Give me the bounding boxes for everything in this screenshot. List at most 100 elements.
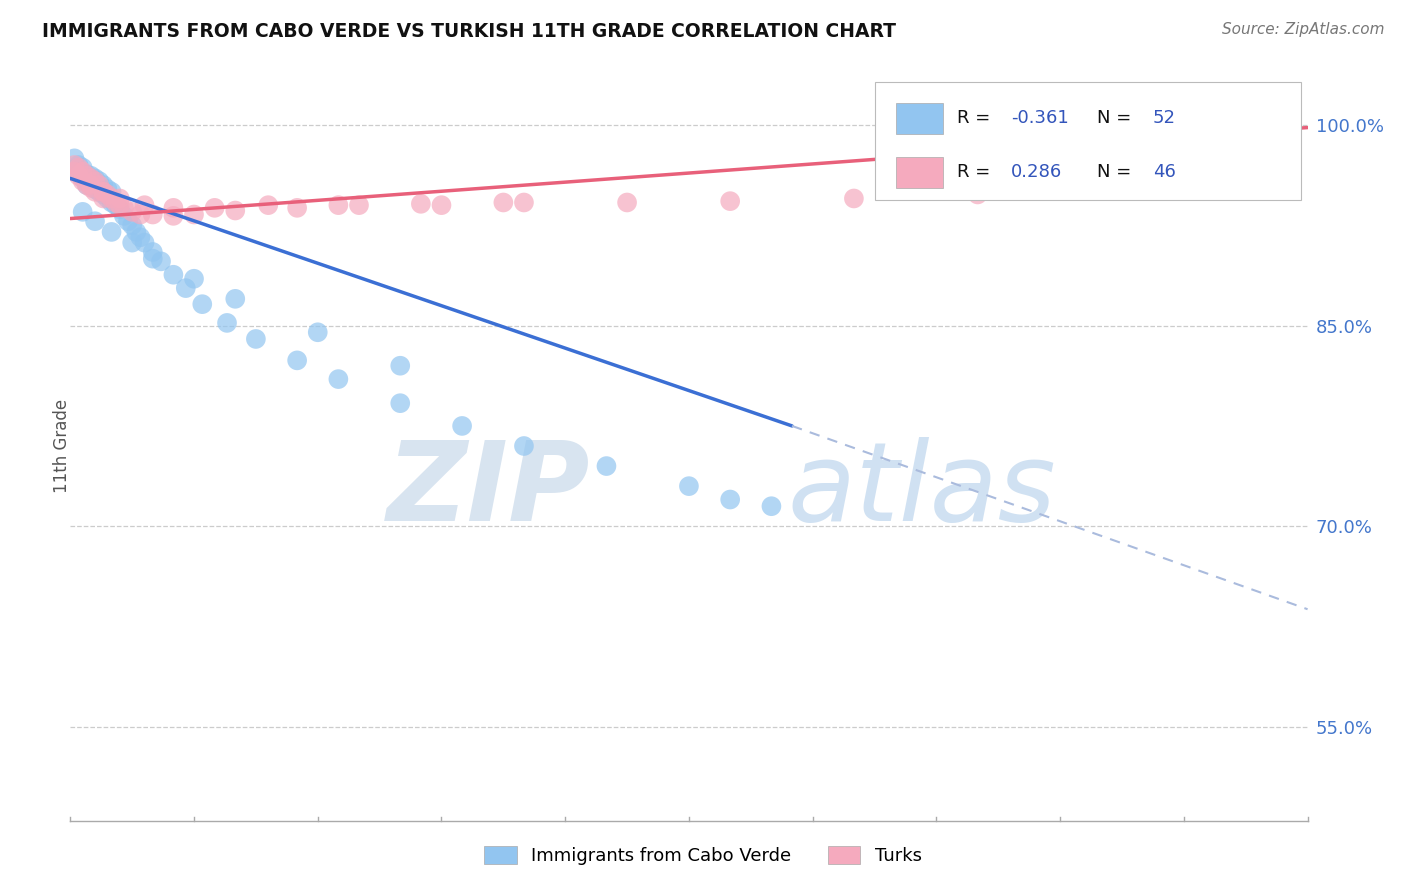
- Point: [100, 195, 122, 210]
- Point: [183, 271, 205, 285]
- Point: [285, 201, 308, 215]
- Point: [84, 182, 107, 196]
- Point: [76, 178, 98, 193]
- Point: [96, 182, 118, 196]
- Point: [63, 164, 86, 178]
- Text: R =: R =: [957, 109, 997, 127]
- Point: [80, 178, 103, 193]
- Point: [80, 181, 103, 195]
- Point: [72, 161, 94, 175]
- Point: [174, 281, 197, 295]
- Point: [1256, 118, 1278, 132]
- Point: [328, 372, 350, 386]
- Point: [125, 225, 148, 239]
- Point: [328, 198, 350, 212]
- Point: [183, 208, 205, 222]
- Point: [162, 201, 184, 215]
- Point: [616, 195, 638, 210]
- Point: [224, 292, 246, 306]
- Point: [96, 187, 118, 202]
- Point: [96, 192, 118, 206]
- Point: [112, 209, 135, 223]
- Point: [72, 174, 94, 188]
- Point: [91, 185, 114, 199]
- Point: [129, 208, 152, 222]
- Point: [80, 171, 103, 186]
- Y-axis label: 11th Grade: 11th Grade: [53, 399, 70, 493]
- Text: ZIP: ZIP: [387, 437, 591, 544]
- Text: atlas: atlas: [787, 437, 1056, 544]
- Text: 46: 46: [1153, 162, 1175, 181]
- Point: [89, 178, 111, 193]
- Point: [134, 198, 156, 212]
- Point: [76, 169, 98, 183]
- Point: [191, 297, 214, 311]
- Point: [80, 174, 103, 188]
- Point: [347, 198, 370, 212]
- Point: [678, 479, 700, 493]
- Point: [966, 187, 988, 202]
- Point: [595, 459, 617, 474]
- Point: [492, 195, 515, 210]
- Point: [100, 225, 122, 239]
- Point: [150, 254, 173, 268]
- Point: [67, 158, 90, 172]
- FancyBboxPatch shape: [896, 103, 942, 135]
- Point: [129, 230, 152, 244]
- Point: [389, 359, 412, 373]
- Point: [142, 252, 165, 266]
- Point: [89, 174, 111, 188]
- Point: [134, 235, 156, 250]
- Point: [72, 164, 94, 178]
- Point: [121, 205, 143, 219]
- Point: [245, 332, 267, 346]
- Point: [67, 161, 90, 175]
- Text: 0.286: 0.286: [1011, 162, 1062, 181]
- Point: [63, 152, 86, 166]
- Point: [100, 192, 122, 206]
- Point: [215, 316, 238, 330]
- Point: [84, 214, 107, 228]
- Point: [285, 353, 308, 368]
- Text: IMMIGRANTS FROM CABO VERDE VS TURKISH 11TH GRADE CORRELATION CHART: IMMIGRANTS FROM CABO VERDE VS TURKISH 11…: [42, 22, 896, 41]
- Point: [84, 174, 107, 188]
- Point: [162, 209, 184, 223]
- Point: [91, 178, 114, 193]
- Point: [409, 197, 432, 211]
- Point: [84, 171, 107, 186]
- Point: [513, 195, 536, 210]
- Point: [142, 244, 165, 259]
- Point: [121, 235, 143, 250]
- Point: [76, 178, 98, 193]
- Point: [121, 219, 143, 233]
- Point: [257, 198, 280, 212]
- Point: [100, 185, 122, 199]
- Point: [72, 205, 94, 219]
- Legend: Immigrants from Cabo Verde, Turks: Immigrants from Cabo Verde, Turks: [477, 838, 929, 872]
- Point: [91, 192, 114, 206]
- Point: [91, 185, 114, 199]
- Point: [451, 419, 474, 434]
- Point: [76, 168, 98, 182]
- Text: R =: R =: [957, 162, 997, 181]
- Text: -0.361: -0.361: [1011, 109, 1069, 127]
- Point: [718, 194, 741, 209]
- Point: [67, 169, 90, 183]
- Point: [224, 203, 246, 218]
- FancyBboxPatch shape: [896, 157, 942, 188]
- Point: [162, 268, 184, 282]
- Point: [104, 195, 127, 210]
- Point: [307, 326, 329, 340]
- Point: [108, 192, 131, 206]
- Point: [204, 201, 226, 215]
- Point: [513, 439, 536, 453]
- Point: [761, 500, 783, 514]
- Point: [72, 171, 94, 186]
- Text: 52: 52: [1153, 109, 1175, 127]
- Point: [430, 198, 453, 212]
- FancyBboxPatch shape: [875, 82, 1302, 200]
- Point: [718, 492, 741, 507]
- Text: Source: ZipAtlas.com: Source: ZipAtlas.com: [1222, 22, 1385, 37]
- Point: [112, 201, 135, 215]
- Point: [1132, 182, 1154, 196]
